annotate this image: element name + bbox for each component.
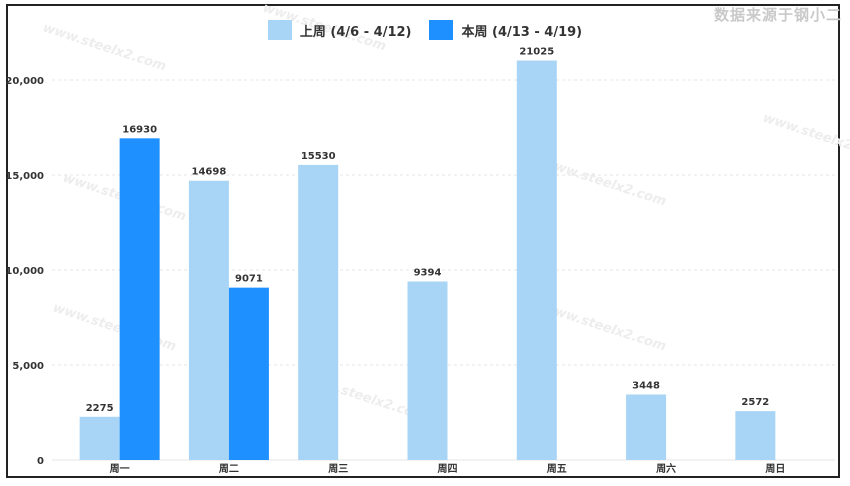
x-tick-label: 周六 <box>656 462 676 475</box>
data-label: 15530 <box>301 151 336 162</box>
legend-label: 上周 (4/6 - 4/12) <box>299 24 412 40</box>
y-tick-label: 5,000 <box>12 361 44 372</box>
y-tick-label: 20,000 <box>5 76 44 87</box>
bar <box>735 411 776 460</box>
bar <box>298 164 339 460</box>
bar <box>228 287 269 460</box>
data-label: 2275 <box>86 403 114 414</box>
x-tick-label: 周二 <box>219 463 239 475</box>
bar <box>626 394 667 460</box>
legend: 上周 (4/6 - 4/12) 本周 (4/13 - 4/19) <box>0 20 850 40</box>
data-label: 21025 <box>519 47 554 58</box>
x-tick-label: 周五 <box>547 463 567 475</box>
bar <box>516 60 557 461</box>
data-label: 16930 <box>122 124 157 135</box>
data-label: 2572 <box>741 397 769 408</box>
x-tick-label: 周三 <box>328 463 348 475</box>
data-label: 3448 <box>632 380 660 391</box>
data-label: 9394 <box>414 268 442 279</box>
y-tick-label: 0 <box>37 456 44 467</box>
y-tick-label: 15,000 <box>5 171 44 182</box>
data-label: 9071 <box>235 274 263 285</box>
legend-item-this-week[interactable]: 本周 (4/13 - 4/19) <box>429 20 582 40</box>
legend-label: 本周 (4/13 - 4/19) <box>461 24 583 40</box>
bar <box>407 281 448 460</box>
legend-swatch <box>267 20 292 40</box>
bar <box>79 416 120 460</box>
x-tick-label: 周一 <box>110 463 130 475</box>
x-tick-label: 周日 <box>765 463 785 475</box>
x-tick-label: 周四 <box>438 463 458 475</box>
y-tick-label: 10,000 <box>5 266 44 277</box>
data-label: 14698 <box>192 167 227 178</box>
bar <box>188 180 229 460</box>
legend-item-last-week[interactable]: 上周 (4/6 - 4/12) <box>267 20 412 40</box>
brand-watermark: 数据来源于钢小二 <box>713 6 842 24</box>
bar <box>119 138 160 460</box>
legend-swatch <box>429 20 454 40</box>
